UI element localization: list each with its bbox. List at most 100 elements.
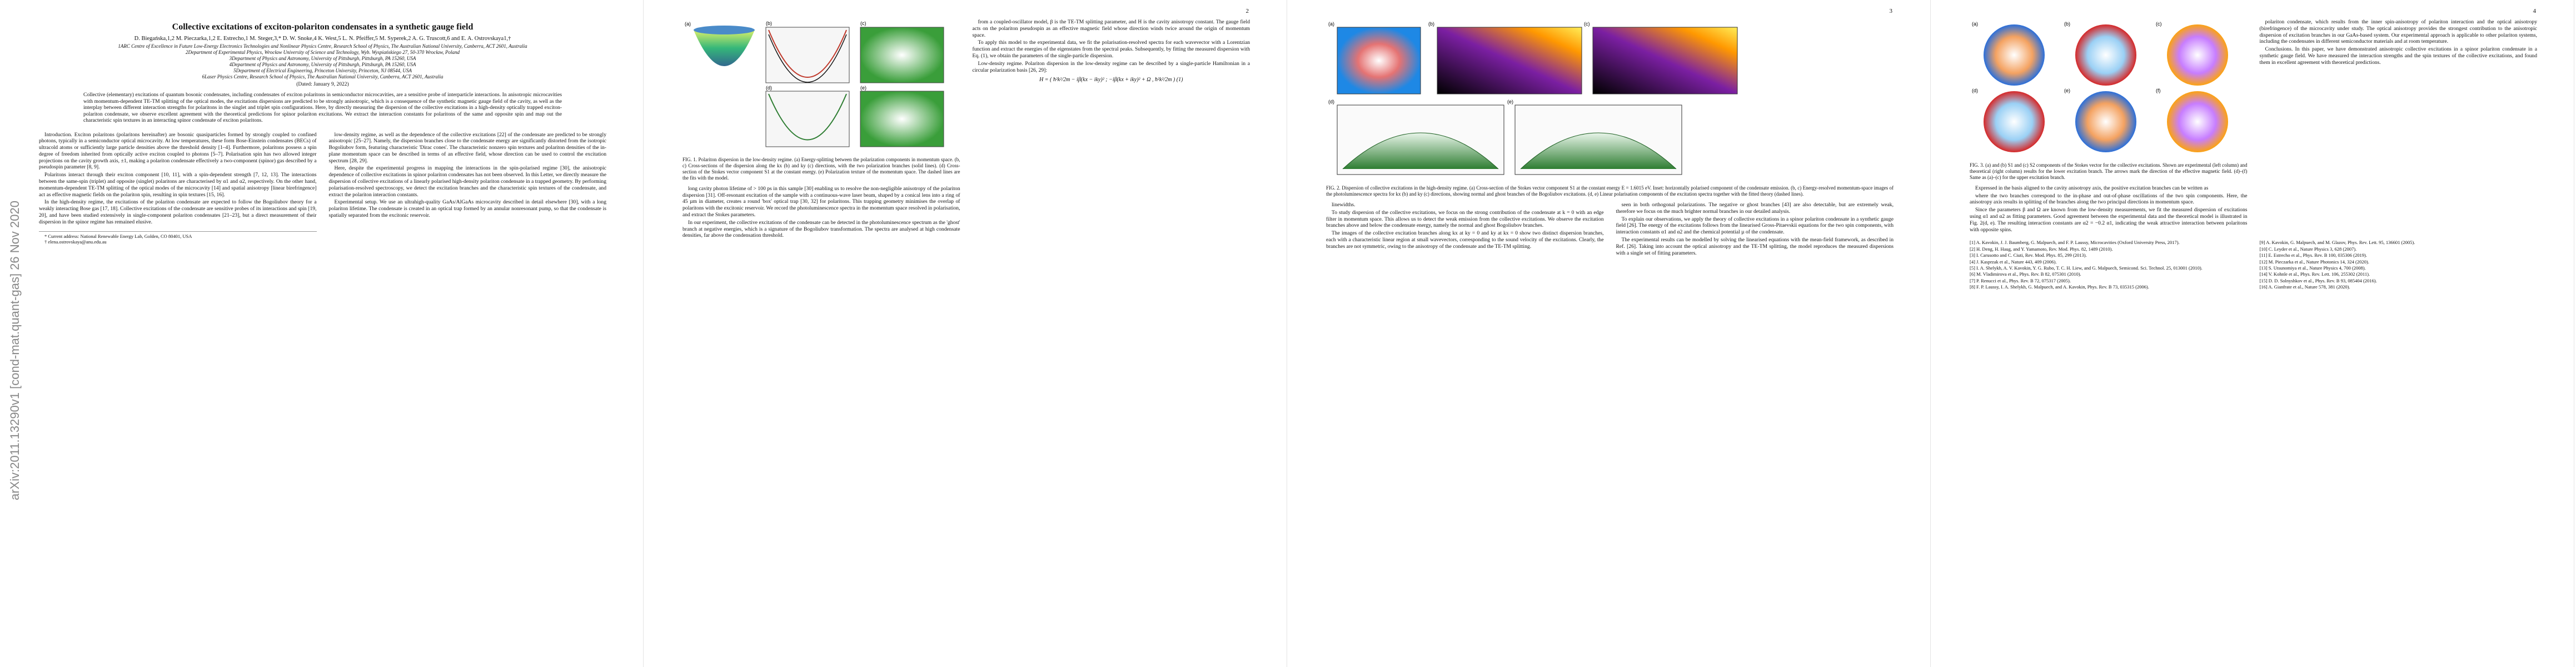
branch: [1520, 132, 1677, 170]
text-block: low-density regime, as well as the depen…: [328, 131, 607, 164]
text-block: 5Department of Electrical Engineering, P…: [233, 68, 412, 73]
surface-top: [694, 26, 755, 34]
paragraphs: from a coupled-oscillator model, β is th…: [973, 19, 1250, 73]
panel-frame: [765, 91, 850, 147]
branch: [768, 93, 847, 141]
panel-frame: [860, 91, 944, 147]
text-block: linewidths.: [1332, 202, 1356, 208]
text-block: [12] M. Pieczarka et al., Nature Photoni…: [2259, 258, 2369, 265]
text-block: In the high-density regime, the excitati…: [39, 199, 317, 225]
figure-caption: FIG. 3. (a) and (b) S1 and (c) S2 compon…: [1970, 162, 2248, 180]
text-block: 6Laser Physics Centre, Research School o…: [202, 74, 444, 79]
text-block: [8] F. P. Laussy, I. A. Shelykh, G. Malp…: [1970, 284, 2149, 290]
text-block: [10] C. Leyder et al., Nature Physics 3,…: [2259, 246, 2357, 252]
page-number: 3: [1889, 8, 1893, 14]
panel-label: (d): [766, 85, 772, 91]
abstract: Collective (elementary) excitations of q…: [83, 92, 562, 123]
text-block: Low-density regime. Polariton dispersion…: [972, 60, 1250, 73]
column: Introduction. Exciton polaritons (polari…: [39, 132, 317, 245]
text-block: 3Department of Physics and Astronomy, Un…: [229, 56, 416, 61]
date: (Dated: January 9, 2022): [296, 82, 349, 87]
panel-label: (d): [1972, 88, 1978, 93]
column: seen in both orthogonal polarizations. T…: [1616, 202, 1894, 257]
text-block: [7] P. Renucci et al., Phys. Rev. B 72, …: [1970, 277, 2071, 283]
panel-frame: [1337, 27, 1421, 94]
panel-label: (e): [1507, 99, 1513, 104]
columns: (a) (b) (c) (d) (e) (f) FIG. 3. (a) and …: [1970, 19, 2537, 234]
panel-label: (a): [1972, 21, 1978, 27]
affiliations: 1ARC Centre of Excellence in Future Low-…: [83, 43, 562, 80]
text-block: Since the parameters β and Ω are known f…: [1970, 207, 2248, 233]
text-block: [4] J. Kasprzak et al., Nature 443, 409 …: [1970, 258, 2057, 265]
texture-map: [2167, 91, 2228, 152]
text-block: [2] H. Deng, H. Haug, and Y. Yamamoto, R…: [1970, 246, 2113, 252]
panel-label: (a): [1328, 21, 1334, 27]
text-block: [1] A. Kavokin, J. J. Baumberg, G. Malpu…: [1970, 240, 2180, 246]
branch: [1342, 132, 1499, 170]
paragraphs: polariton condensate, which results from…: [2260, 19, 2538, 66]
texture-map: [2075, 91, 2136, 152]
text-block: [15] D. D. Solnyshkov et al., Phys. Rev.…: [2259, 277, 2377, 283]
page-number: 2: [1245, 8, 1249, 14]
figure-caption: FIG. 2. Dispersion of collective excitat…: [1326, 185, 1894, 197]
columns: (a) (b) (c) (d) (e) FIG. 1. Polariton di…: [682, 19, 1250, 240]
paragraphs: long cavity photon lifetime of > 100 ps …: [682, 186, 960, 239]
text-block: [6] M. Vladimirova et al., Phys. Rev. B …: [1970, 271, 2081, 277]
column: (a) (b) (c) (d) (e) (f) FIG. 3. (a) and …: [1970, 19, 2248, 234]
figure-caption: FIG. 1. Polariton dispersion in the low-…: [682, 156, 960, 181]
text-block: To study dispersion of the collective ex…: [1326, 209, 1604, 229]
panel-frame: [765, 27, 850, 83]
branch: [768, 34, 847, 83]
columns: linewidths. To study dispersion of the co…: [1326, 202, 1894, 257]
page: 3 (a) (b) (c) (d) (e) FIG. 2. Dispersion…: [1287, 0, 1931, 667]
text-block: [5] I. A. Shelykh, A. V. Kavokin, Y. G. …: [1970, 265, 2203, 271]
text-block: Here, despite the experimental progress …: [328, 165, 607, 198]
page: Collective excitations of exciton-polari…: [0, 0, 644, 667]
text-block: In our experiment, the collective excita…: [682, 219, 960, 239]
footnotes: * Current address: National Renewable En…: [39, 231, 317, 245]
panel-frame: [1437, 27, 1582, 94]
text-block: Introduction. Exciton polaritons (polari…: [39, 131, 317, 171]
text-block: from a coupled-oscillator model, β is th…: [972, 19, 1250, 38]
panel-label: (c): [1584, 21, 1590, 27]
text-block: The images of the collective excitation …: [1326, 230, 1604, 250]
text-block: Expressed in the basis aligned to the ca…: [1975, 185, 2209, 191]
text-block: 4Department of Physics and Astronomy, Un…: [229, 62, 416, 67]
text-block: [9] A. Kavokin, G. Malpuech, and M. Glaz…: [2259, 240, 2415, 246]
page: 4 (a) (b) (c) (d) (e) (f) FIG. 3. (a) an…: [1931, 0, 2574, 667]
figure-3: (a) (b) (c) (d) (e) (f): [1972, 21, 2228, 152]
text-block: [13] S. Utsunomiya et al., Nature Physic…: [2259, 265, 2366, 271]
text-block: † elena.ostrovskaya@anu.edu.au: [44, 238, 107, 245]
panel-label: (b): [766, 21, 772, 26]
panel-label: (e): [860, 85, 866, 91]
column: (a) (b) (c) (d) (e) FIG. 1. Polariton di…: [682, 19, 960, 240]
panel-label: (a): [685, 21, 691, 27]
text-block: To apply this model to the experimental …: [972, 39, 1250, 59]
text-block: polariton condensate, which results from…: [2259, 19, 2538, 45]
column: low-density regime, as well as the depen…: [329, 132, 607, 245]
text-block: * Current address: National Renewable En…: [44, 233, 192, 239]
text-block: To explain our observations, we apply th…: [1616, 216, 1894, 236]
column: polariton condensate, which results from…: [2260, 19, 2538, 234]
text-block: Conclusions. In this paper, we have demo…: [2259, 46, 2538, 66]
texture-map: [1984, 24, 2045, 86]
text-block: The experimental results can be modelled…: [1616, 236, 1894, 256]
panel-label: (b): [1428, 21, 1434, 27]
columns: Introduction. Exciton polaritons (polari…: [39, 132, 606, 245]
text-block: long cavity photon lifetime of > 100 ps …: [682, 185, 960, 218]
panel-label: (f): [2156, 88, 2161, 93]
panel-label: (d): [1328, 99, 1334, 104]
branch: [768, 29, 847, 78]
text-block: [16] A. Gianfrate et al., Nature 578, 38…: [2259, 284, 2350, 290]
panel-frame: [860, 27, 944, 83]
text-block: 1ARC Centre of Excellence in Future Low-…: [118, 43, 527, 49]
panel-label: (e): [2064, 88, 2070, 93]
paragraphs: Expressed in the basis aligned to the ca…: [1970, 185, 2248, 233]
equation: H = ( ħ²k²/2m − iβ(kx − iky)² ; −iβ(kx +…: [1039, 77, 1183, 83]
text-block: where the two branches correspond to the…: [1970, 192, 2248, 206]
texture-map: [2075, 24, 2136, 86]
page: 2 (a) (b) (c) (d) (e) FIG. 1. Polariton …: [644, 0, 1287, 667]
column: linewidths. To study dispersion of the co…: [1326, 202, 1604, 257]
